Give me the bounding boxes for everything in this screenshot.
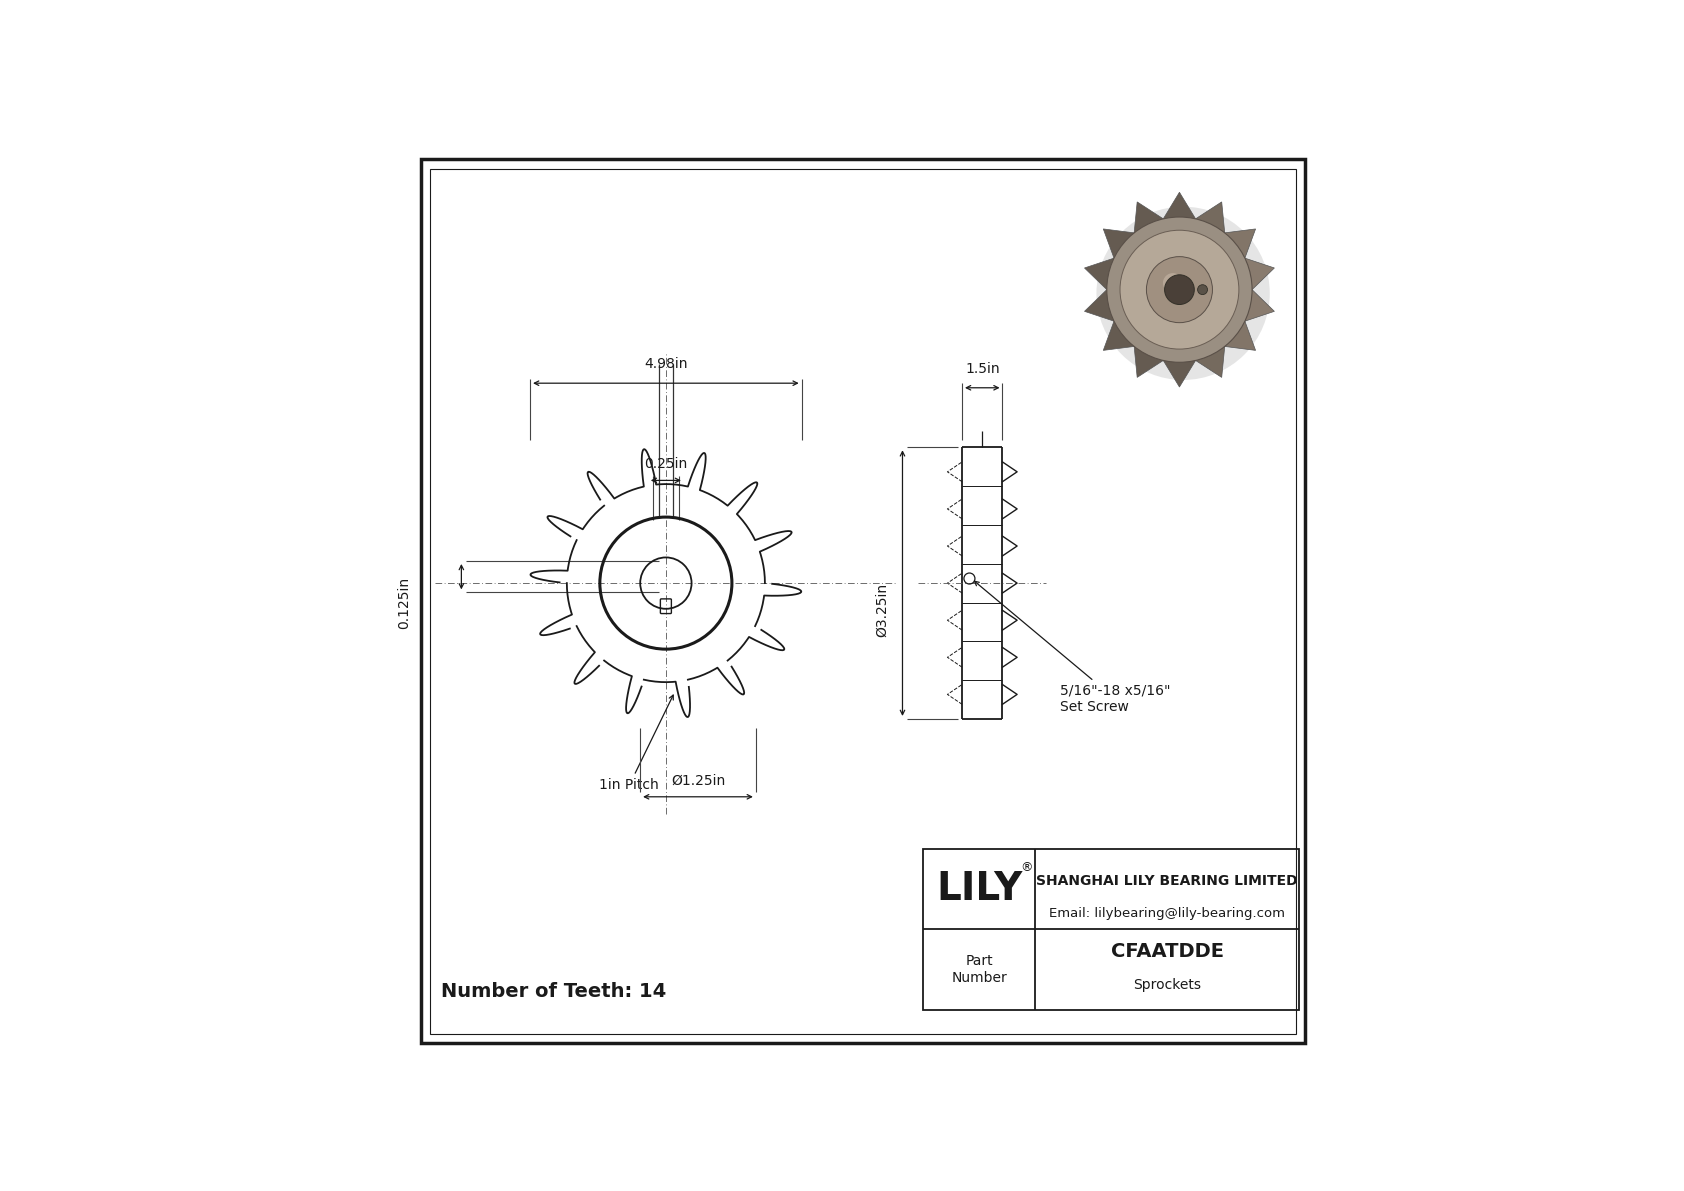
Polygon shape	[1103, 229, 1133, 258]
Polygon shape	[1196, 347, 1224, 378]
Circle shape	[1147, 256, 1212, 323]
Polygon shape	[1133, 347, 1164, 378]
Polygon shape	[1103, 322, 1133, 350]
Text: Part
Number: Part Number	[951, 954, 1007, 985]
Text: 0.25in: 0.25in	[645, 457, 687, 472]
Text: SHANGHAI LILY BEARING LIMITED: SHANGHAI LILY BEARING LIMITED	[1036, 874, 1298, 888]
Circle shape	[1120, 230, 1239, 349]
Polygon shape	[1224, 322, 1256, 350]
Polygon shape	[1224, 229, 1256, 258]
Circle shape	[1197, 285, 1207, 294]
Text: Email: lilybearing@lily-bearing.com: Email: lilybearing@lily-bearing.com	[1049, 906, 1285, 919]
Circle shape	[1096, 207, 1270, 380]
Text: 1.5in: 1.5in	[965, 362, 1000, 376]
Text: ®: ®	[1021, 861, 1032, 874]
Text: CFAATDDE: CFAATDDE	[1110, 942, 1224, 961]
Polygon shape	[1164, 192, 1196, 219]
Polygon shape	[1244, 258, 1275, 289]
Text: Ø3.25in: Ø3.25in	[876, 584, 889, 637]
Polygon shape	[1196, 202, 1224, 233]
Text: 1in Pitch: 1in Pitch	[600, 696, 674, 792]
Text: 4.98in: 4.98in	[643, 357, 687, 372]
Text: 0.125in: 0.125in	[397, 576, 411, 629]
Circle shape	[1106, 217, 1253, 362]
Text: Sprockets: Sprockets	[1133, 979, 1201, 992]
Text: Ø1.25in: Ø1.25in	[670, 774, 726, 787]
Bar	[923, 849, 1298, 1010]
Circle shape	[1164, 273, 1182, 293]
Text: 5/16"-18 x5/16"
Set Screw: 5/16"-18 x5/16" Set Screw	[975, 581, 1170, 715]
Text: Number of Teeth: 14: Number of Teeth: 14	[441, 981, 667, 1000]
Polygon shape	[1164, 361, 1196, 387]
Polygon shape	[1133, 202, 1164, 233]
Polygon shape	[1084, 258, 1115, 289]
Circle shape	[1165, 275, 1194, 305]
Polygon shape	[1084, 289, 1115, 322]
Polygon shape	[1244, 289, 1275, 322]
Text: LILY: LILY	[936, 871, 1022, 909]
